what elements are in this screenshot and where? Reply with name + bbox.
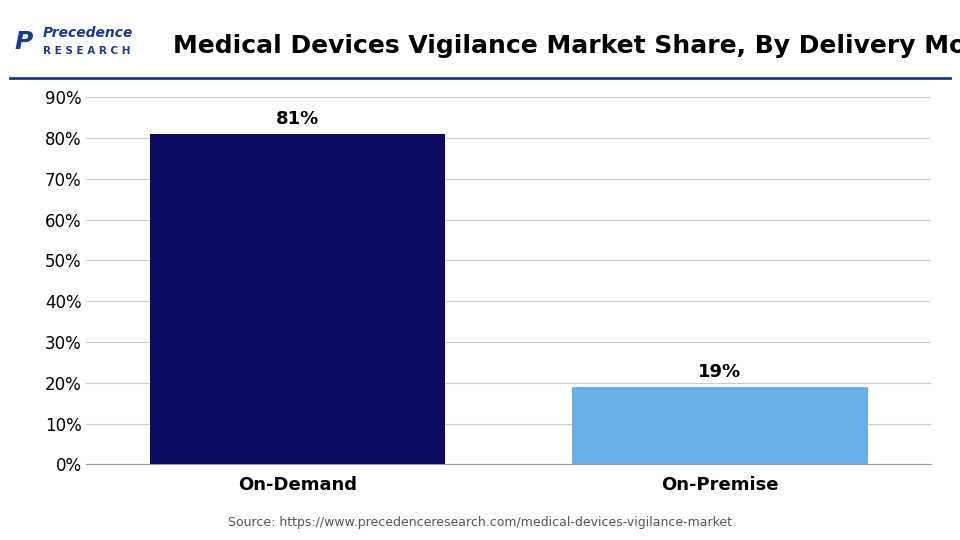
Bar bbox=[150, 134, 445, 464]
Text: 81%: 81% bbox=[276, 110, 320, 128]
Text: Precedence: Precedence bbox=[43, 26, 133, 40]
Text: Source: https://www.precedenceresearch.com/medical-devices-vigilance-market: Source: https://www.precedenceresearch.c… bbox=[228, 516, 732, 529]
Text: Medical Devices Vigilance Market Share, By Delivery Mode, 2024 (%): Medical Devices Vigilance Market Share, … bbox=[173, 34, 960, 58]
Text: P: P bbox=[14, 30, 33, 54]
Bar bbox=[572, 387, 868, 464]
Text: 19%: 19% bbox=[699, 363, 741, 381]
Text: R E S E A R C H: R E S E A R C H bbox=[43, 46, 131, 56]
